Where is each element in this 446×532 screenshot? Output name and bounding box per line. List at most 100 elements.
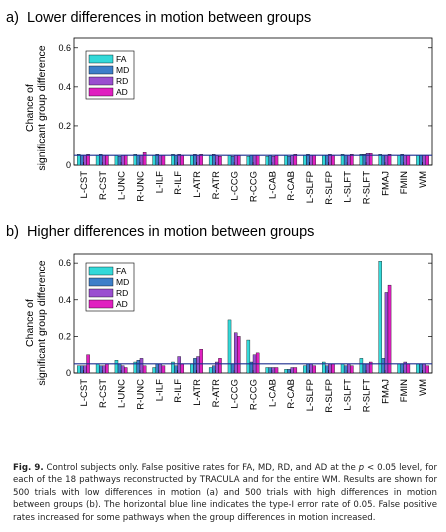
legend-swatch-md bbox=[88, 277, 114, 287]
y-tick-label: 0.4 bbox=[58, 295, 71, 305]
x-tick-label: R-SLFT bbox=[362, 379, 373, 412]
bar-rd-l-unc bbox=[120, 365, 125, 374]
x-tick-label: L-SLFT bbox=[343, 171, 354, 203]
bar-ad-l-slft bbox=[350, 154, 354, 166]
bar-md-l-atr bbox=[193, 154, 197, 166]
bar-rd-wm bbox=[422, 155, 426, 166]
bar-ad-r-ccg bbox=[255, 155, 260, 166]
bar-ad-r-cab bbox=[293, 367, 298, 374]
x-tick-label: L-UNC bbox=[117, 171, 128, 200]
bar-fa-l-slft bbox=[340, 154, 345, 166]
panel-b: b) Higher differences in motion between … bbox=[6, 224, 433, 413]
panel-a: a) Lower differences in motion between g… bbox=[6, 10, 433, 205]
panel-a-title: a) Lower differences in motion between g… bbox=[6, 10, 311, 26]
bar-ad-r-cab bbox=[293, 154, 298, 166]
bar-fa-r-slft bbox=[359, 358, 364, 374]
caption-text: Control subjects only. False positive ra… bbox=[13, 463, 438, 523]
x-tick-label: L-UNC bbox=[117, 379, 128, 408]
bar-rd-r-cst bbox=[102, 155, 106, 166]
bar-ad-l-atr bbox=[199, 154, 203, 166]
bar-fa-l-atr bbox=[190, 363, 194, 374]
bar-fa-r-ccg bbox=[246, 156, 251, 166]
bar-fa-l-cst bbox=[77, 365, 81, 374]
legend-swatch-rd bbox=[88, 288, 114, 298]
bar-md-r-unc bbox=[136, 155, 141, 166]
bar-ad-r-unc bbox=[142, 152, 147, 166]
bar-fa-wm bbox=[416, 363, 420, 374]
bar-ad-fmaj bbox=[387, 284, 392, 374]
panel-b-y-label-line1: Chance of bbox=[24, 299, 36, 347]
x-tick-label: R-SLFP bbox=[324, 171, 335, 205]
bar-rd-r-slfp bbox=[328, 154, 332, 166]
x-tick-label: FMAJ bbox=[380, 171, 391, 196]
bar-rd-r-ccg bbox=[252, 155, 257, 166]
bar-rd-r-cab bbox=[290, 367, 294, 374]
panel-a-y-axis-label: Chance of significant group difference bbox=[24, 45, 48, 170]
legend-label-fa: FA bbox=[116, 266, 127, 276]
x-tick-label: L-CST bbox=[79, 171, 90, 199]
legend-label-rd: RD bbox=[116, 288, 128, 298]
bar-md-r-slfp bbox=[325, 155, 329, 166]
bar-rd-r-slfp bbox=[328, 363, 332, 374]
x-tick-label: R-CCG bbox=[249, 379, 260, 410]
panel-a-y-label-line2: significant group difference bbox=[36, 45, 48, 170]
x-tick-label: R-SLFP bbox=[324, 379, 335, 413]
bar-ad-l-ilf bbox=[161, 155, 166, 166]
bar-rd-l-unc bbox=[120, 155, 125, 166]
panel-b-plot: 0 0.2 0.4 0.6 L-CST R-CST L-UNC R-UNC L-ILF R-ILF… bbox=[58, 253, 433, 413]
bar-ad-r-ccg bbox=[255, 352, 260, 374]
bar-fa-r-unc bbox=[133, 154, 138, 166]
bar-md-fmaj bbox=[381, 358, 386, 374]
bar-rd-r-ilf bbox=[177, 154, 181, 166]
panel-a-title-text: Lower differences in motion between grou… bbox=[27, 10, 311, 26]
bar-fa-l-ccg bbox=[227, 319, 232, 374]
y-tick-label: 0.6 bbox=[58, 43, 71, 53]
bar-fa-wm bbox=[416, 155, 420, 166]
panel-a-y-label-line1: Chance of bbox=[24, 84, 36, 132]
bar-ad-r-slft bbox=[368, 153, 373, 166]
legend-label-md: MD bbox=[116, 277, 129, 287]
bar-ad-r-ilf bbox=[180, 155, 185, 166]
bar-ad-l-unc bbox=[124, 367, 128, 374]
x-tick-label: L-SLFT bbox=[343, 379, 354, 411]
bar-md-l-slfp bbox=[306, 154, 310, 166]
bar-md-l-unc bbox=[117, 363, 122, 374]
bar-ad-wm bbox=[425, 155, 429, 166]
bar-md-r-cab bbox=[287, 369, 291, 374]
bar-rd-l-cab bbox=[271, 367, 276, 374]
bar-fa-l-ilf bbox=[152, 367, 156, 374]
bar-fa-l-unc bbox=[114, 155, 119, 166]
bar-md-r-atr bbox=[212, 365, 216, 374]
x-tick-label: L-ILF bbox=[154, 379, 165, 401]
bar-fa-l-ccg bbox=[227, 155, 232, 166]
x-tick-label: WM bbox=[418, 171, 429, 188]
bar-md-r-cst bbox=[98, 154, 103, 166]
bar-rd-l-atr bbox=[196, 356, 200, 374]
bar-ad-r-unc bbox=[142, 365, 147, 374]
bar-md-r-ccg bbox=[249, 155, 254, 166]
x-tick-label: R-CST bbox=[98, 379, 109, 408]
bar-md-l-unc bbox=[117, 156, 122, 166]
bar-ad-fmin bbox=[406, 363, 411, 374]
bar-fa-l-cab bbox=[265, 367, 269, 374]
bar-rd-l-slft bbox=[347, 155, 351, 166]
figure: a) Lower differences in motion between g… bbox=[6, 10, 433, 413]
bar-fa-l-cab bbox=[265, 156, 269, 166]
bar-md-r-slft bbox=[362, 363, 367, 374]
bar-fa-fmin bbox=[397, 155, 401, 166]
bar-rd-l-cst bbox=[83, 365, 87, 374]
bar-md-l-cab bbox=[268, 155, 273, 166]
bar-ad-l-atr bbox=[199, 349, 203, 374]
x-tick-label: R-ILF bbox=[173, 379, 184, 403]
x-tick-label: R-UNC bbox=[135, 171, 146, 202]
bar-rd-r-cst bbox=[102, 365, 106, 374]
bar-ad-l-cab bbox=[274, 155, 279, 166]
bar-md-fmaj bbox=[381, 155, 386, 166]
bar-ad-r-cst bbox=[105, 155, 109, 166]
bar-fa-fmaj bbox=[378, 261, 382, 374]
legend-label-ad: AD bbox=[116, 87, 128, 97]
bar-rd-r-unc bbox=[139, 155, 144, 166]
x-tick-label: R-CAB bbox=[286, 171, 297, 201]
bar-md-fmin bbox=[400, 154, 404, 166]
